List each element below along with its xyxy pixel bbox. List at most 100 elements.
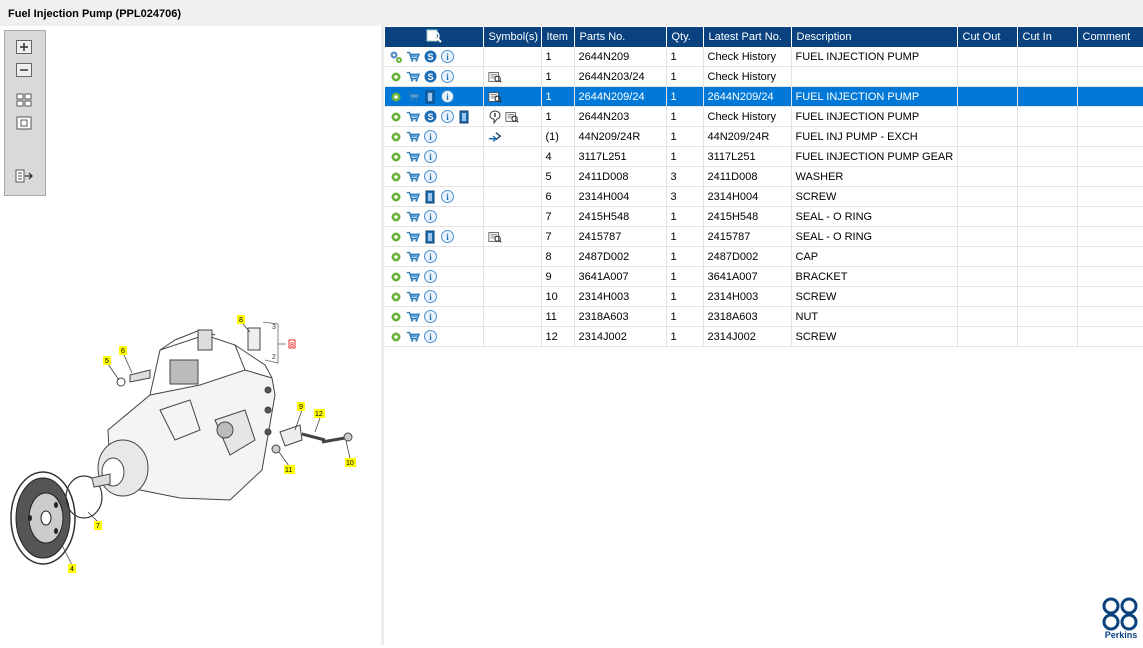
table-row[interactable]: i 6 2314H004 3 2314H004 SCREW xyxy=(385,186,1143,207)
book-search-icon[interactable] xyxy=(487,230,502,244)
document-icon[interactable] xyxy=(423,90,437,104)
table-row[interactable]: i 1 2644N209/24 1 2644N209/24 FUEL INJECTION … xyxy=(385,86,1143,107)
table-row[interactable]: i 10 2314H003 1 2314H003 SCREW xyxy=(385,286,1143,307)
cart-icon[interactable] xyxy=(406,130,420,144)
info-icon[interactable]: i xyxy=(423,250,437,264)
gear-icon[interactable] xyxy=(389,110,403,124)
gear-icon[interactable] xyxy=(389,270,403,284)
cart-icon[interactable] xyxy=(406,190,420,204)
info-icon[interactable]: i xyxy=(423,270,437,284)
table-row[interactable]: i 11 2318A603 1 2318A603 NUT xyxy=(385,306,1143,327)
row-actions[interactable]: i xyxy=(385,86,484,107)
info-icon[interactable]: i xyxy=(440,110,454,124)
info-icon[interactable]: i xyxy=(440,190,454,204)
gear-icon[interactable] xyxy=(389,170,403,184)
cart-icon[interactable] xyxy=(406,270,420,284)
info-icon[interactable]: i xyxy=(423,310,437,324)
table-row[interactable]: i 8 2487D002 1 2487D002 CAP xyxy=(385,246,1143,267)
cart-icon[interactable] xyxy=(406,210,420,224)
info-icon[interactable]: i xyxy=(423,290,437,304)
cart-icon[interactable] xyxy=(406,70,420,84)
table-row[interactable]: i 4 3117L251 1 3117L251 FUEL INJECTION PUMP G… xyxy=(385,146,1143,167)
row-actions[interactable]: i xyxy=(385,326,484,347)
diagram-pane[interactable]: 3 2 8 8 6 5 9 12 11 xyxy=(0,26,381,645)
info-icon[interactable]: i xyxy=(423,150,437,164)
col-header-symbols[interactable]: Symbol(s) xyxy=(483,27,542,47)
gear-icon[interactable] xyxy=(389,70,403,84)
table-row[interactable]: i 9 3641A007 1 3641A007 BRACKET xyxy=(385,266,1143,287)
info-icon[interactable]: i xyxy=(440,50,454,64)
info-icon[interactable]: i xyxy=(423,330,437,344)
gear-icon[interactable] xyxy=(389,210,403,224)
fit-all-button[interactable] xyxy=(15,92,33,108)
cart-icon[interactable] xyxy=(406,50,420,64)
gear-icon[interactable] xyxy=(389,150,403,164)
row-actions[interactable]: i xyxy=(385,226,484,247)
gear-icon[interactable] xyxy=(389,330,403,344)
gear-icon[interactable] xyxy=(389,310,403,324)
cart-icon[interactable] xyxy=(406,90,420,104)
gear-icon[interactable] xyxy=(389,250,403,264)
col-header-qty[interactable]: Qty. xyxy=(666,27,704,47)
cart-icon[interactable] xyxy=(406,230,420,244)
row-actions[interactable]: i xyxy=(385,206,484,227)
table-row[interactable]: i 12 2314J002 1 2314J002 SCREW xyxy=(385,326,1143,347)
row-actions[interactable]: i xyxy=(385,306,484,327)
col-header-comment[interactable]: Comment xyxy=(1077,27,1143,47)
exchange-icon[interactable] xyxy=(488,130,502,144)
info-icon[interactable]: i xyxy=(440,70,454,84)
cart-icon[interactable] xyxy=(406,330,420,344)
table-row[interactable]: i (1) 44N209/24R 1 44N209/24R FUEL INJ PUMP -… xyxy=(385,126,1143,147)
cart-icon[interactable] xyxy=(406,150,420,164)
document-icon[interactable] xyxy=(423,190,437,204)
book-search-icon[interactable] xyxy=(504,110,519,124)
toggle-panel-button[interactable] xyxy=(15,168,33,184)
col-header-latest-part-no[interactable]: Latest Part No. xyxy=(703,27,792,47)
pane-splitter[interactable] xyxy=(381,26,384,645)
cart-icon[interactable] xyxy=(406,170,420,184)
table-row[interactable]: i 7 2415787 1 2415787 SEAL - O RING xyxy=(385,226,1143,247)
info-icon[interactable]: i xyxy=(440,230,454,244)
gear-icon[interactable] xyxy=(389,290,403,304)
gear-icon[interactable] xyxy=(389,230,403,244)
fit-window-button[interactable] xyxy=(15,115,33,131)
book-search-icon[interactable] xyxy=(487,90,502,104)
row-actions[interactable]: i xyxy=(385,266,484,287)
ref-marker[interactable] xyxy=(288,339,296,349)
col-header-item[interactable]: Item xyxy=(541,27,575,47)
zoom-out-button[interactable] xyxy=(15,62,33,78)
cart-icon[interactable] xyxy=(406,110,420,124)
info-icon[interactable]: i xyxy=(423,130,437,144)
row-actions[interactable]: i xyxy=(385,246,484,267)
table-row[interactable]: i 5 2411D008 3 2411D008 WASHER xyxy=(385,166,1143,187)
cart-icon[interactable] xyxy=(406,310,420,324)
service-icon[interactable]: S xyxy=(423,50,437,64)
col-header-actions[interactable] xyxy=(385,27,484,47)
gear-icon[interactable] xyxy=(389,90,403,104)
gear-icon[interactable] xyxy=(389,130,403,144)
gear-icon[interactable] xyxy=(389,190,403,204)
exploded-diagram[interactable]: 3 2 8 8 6 5 9 12 11 xyxy=(0,26,381,645)
zoom-in-button[interactable] xyxy=(15,39,33,55)
book-search-icon[interactable] xyxy=(487,70,502,84)
info-icon[interactable]: i xyxy=(423,210,437,224)
service-icon[interactable]: S xyxy=(423,70,437,84)
cart-icon[interactable] xyxy=(406,250,420,264)
gears-icon[interactable] xyxy=(389,50,403,64)
cart-icon[interactable] xyxy=(406,290,420,304)
note-icon[interactable] xyxy=(488,109,502,124)
document-icon[interactable] xyxy=(457,110,471,124)
row-actions[interactable]: i xyxy=(385,286,484,307)
table-row[interactable]: i 7 2415H548 1 2415H548 SEAL - O RING xyxy=(385,206,1143,227)
col-header-cut-in[interactable]: Cut In xyxy=(1017,27,1078,47)
row-actions[interactable]: i xyxy=(385,166,484,187)
row-actions[interactable]: i xyxy=(385,126,484,147)
row-actions[interactable]: i xyxy=(385,186,484,207)
col-header-description[interactable]: Description xyxy=(791,27,958,47)
col-header-cut-out[interactable]: Cut Out xyxy=(957,27,1018,47)
